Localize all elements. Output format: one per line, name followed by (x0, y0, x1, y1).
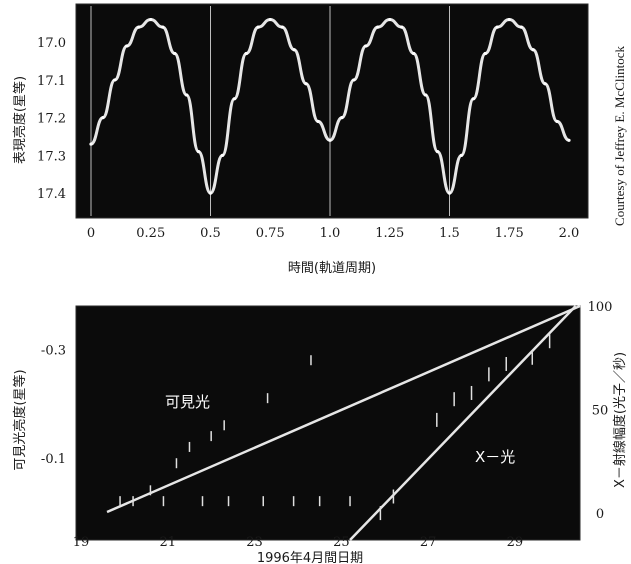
light-curve-point (256, 25, 260, 29)
outburst-left-y-ticks: -0.3 -0.1 (41, 343, 66, 466)
light-curve-point (185, 93, 189, 97)
light-curve-y-ticks: 17.0 17.1 17.2 17.3 17.4 (37, 36, 66, 202)
light-curve-y-tick-label: 17.3 (37, 149, 66, 164)
xray-label: X－光 (475, 448, 515, 466)
light-curve-point (555, 119, 559, 124)
outburst-right-y-tick-label: 50 (592, 404, 609, 419)
light-curve-x-tick-label: 2.0 (559, 226, 580, 241)
light-curve-y-axis-title: 表現亮度(星等) (12, 76, 28, 164)
outburst-chart: 19 21 23 25 27 29 -0.3 -0.1 100 50 0 可見光 X－光 199… (12, 300, 628, 564)
light-curve-point (149, 17, 153, 22)
light-curve-x-tick-label: 1.5 (439, 226, 460, 241)
light-curve-point (388, 17, 392, 22)
light-curve-point (471, 97, 475, 101)
light-curve-y-tick-label: 17.0 (37, 36, 66, 51)
orbit-phase-markers (90, 6, 450, 216)
light-curve-point (196, 150, 201, 154)
light-curve-x-ticks: 0 0.25 0.5 0.75 1.0 1.25 1.5 1.75 2.0 (87, 226, 579, 241)
light-curve-point (483, 51, 487, 56)
light-curve-point (507, 17, 511, 22)
light-curve-x-tick-label: 0.25 (136, 226, 165, 241)
light-curve-point (316, 119, 320, 124)
light-curve-point (161, 25, 165, 29)
light-curve-y-tick-label: 17.2 (37, 112, 66, 127)
light-curve-point (364, 44, 368, 48)
outburst-x-ticks: 19 21 23 25 27 29 (73, 535, 523, 550)
outburst-right-y-tick-label: 0 (596, 507, 604, 522)
light-curve-point (435, 150, 440, 154)
light-curve-point (328, 138, 332, 142)
outburst-x-tick-label: 19 (73, 535, 90, 550)
light-curve-point (173, 51, 177, 56)
light-curve-point (280, 25, 284, 29)
light-curve-x-tick-label: 0.75 (256, 226, 285, 241)
outburst-x-tick-label: 27 (420, 535, 437, 550)
light-curve-x-tick-label: 1.25 (375, 226, 404, 241)
outburst-x-axis-title: 1996年4月間日期 (257, 551, 363, 564)
light-curve-plot-area (75, 3, 589, 219)
outburst-x-tick-label: 29 (507, 535, 524, 550)
light-curve-point (232, 97, 236, 101)
outburst-series (106, 304, 581, 541)
outburst-x-tick-label: 21 (160, 535, 177, 550)
outburst-x-tick-label: 23 (246, 535, 263, 550)
light-curve-point (208, 191, 213, 195)
light-curve-point (352, 78, 356, 82)
light-curve-point (125, 44, 129, 48)
light-curve-x-axis-title: 時間(軌道周期) (288, 260, 376, 276)
light-curve-point (340, 116, 344, 120)
outburst-left-y-tick-label: -0.3 (41, 343, 66, 358)
light-curve-point (412, 51, 416, 56)
light-curve-point (137, 25, 141, 29)
light-curve-point (101, 116, 105, 120)
outburst-plot-area (75, 305, 581, 541)
light-curve-point (292, 48, 296, 52)
light-curve-point (304, 82, 308, 86)
light-curve-chart: 0 0.25 0.5 0.75 1.0 1.25 1.5 1.75 2.0 17.017.117… (12, 3, 589, 276)
outburst-left-y-axis-title: 可見光亮度(星等) (12, 369, 28, 470)
outburst-x-tick-label: 25 (333, 535, 350, 550)
light-curve-point (567, 138, 571, 142)
light-curve-x-tick-label: 1.0 (320, 226, 341, 241)
outburst-right-y-ticks: 100 50 0 (588, 300, 613, 522)
light-curve-point (220, 153, 225, 157)
light-curve-y-tick-label: 17.4 (37, 187, 66, 202)
light-curve-point (531, 48, 535, 52)
visible-light-trend-line (106, 304, 581, 514)
visible-light-label: 可見光 (165, 393, 210, 411)
light-curve-point (543, 82, 547, 86)
light-curve-point (424, 93, 428, 97)
light-curve-point (113, 78, 117, 82)
light-curve-x-tick-label: 1.75 (495, 226, 524, 241)
light-curve-point (459, 153, 464, 157)
light-curve-point (89, 142, 93, 146)
xray-trend-line (349, 305, 577, 541)
light-curve-point (244, 51, 248, 56)
image-credit: Courtesy of Jeffrey E. McClintock (612, 46, 627, 226)
light-curve-point (519, 25, 523, 29)
light-curve-point (495, 25, 499, 29)
light-curve-y-tick-label: 17.1 (37, 74, 66, 89)
light-curve-point (447, 191, 452, 195)
light-curve-series (89, 17, 571, 195)
light-curve-point (400, 25, 404, 29)
outburst-left-y-tick-label: -0.1 (41, 452, 66, 467)
outburst-right-y-axis-title: X－射線幅度(光子／秒) (612, 352, 628, 488)
light-curve-point (268, 17, 272, 22)
light-curve-x-tick-label: 0.5 (200, 226, 221, 241)
light-curve-point (376, 25, 380, 29)
outburst-right-y-tick-label: 100 (588, 300, 613, 315)
light-curve-x-tick-label: 0 (87, 226, 95, 241)
